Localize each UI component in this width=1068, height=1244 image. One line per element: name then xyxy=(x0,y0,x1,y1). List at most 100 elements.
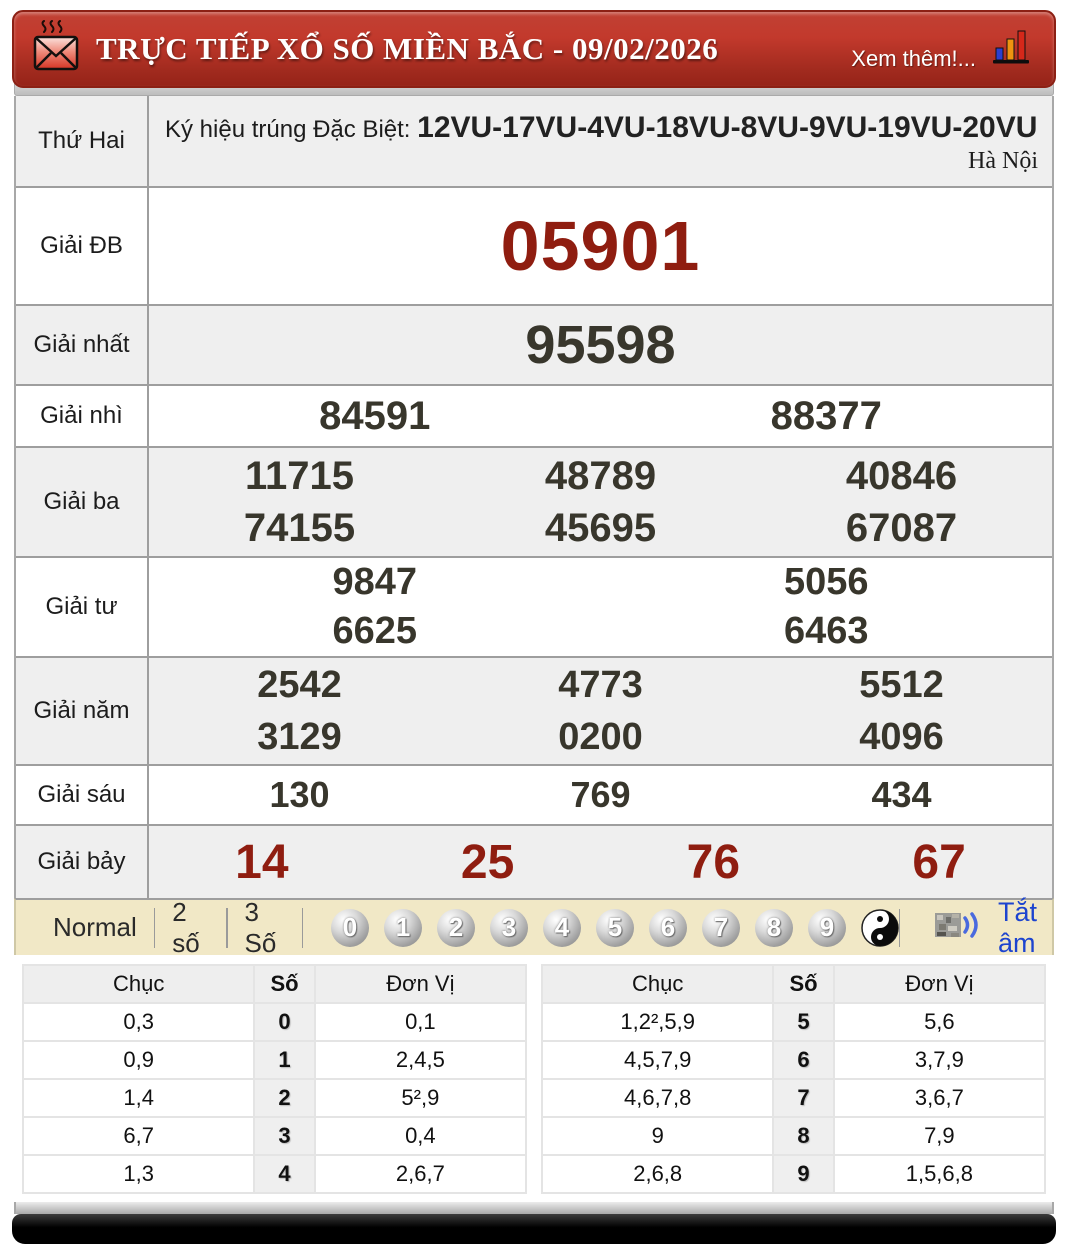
divider xyxy=(899,908,900,947)
stats-table-right: Chục Số Đơn Vị 1,2²,5,9 5 5,6 4,5,7,9 6 … xyxy=(540,964,1047,1194)
mode-2so-button[interactable]: 2 số xyxy=(172,896,200,958)
table-row-third-prize: Giải ba 11715 48789 40846 74155 45695 67… xyxy=(16,446,1052,556)
sign-codes: 12VU-17VU-4VU-18VU-8VU-9VU-19VU-20VU xyxy=(417,111,1038,144)
prize-number: 130 xyxy=(269,774,330,815)
table-row-seventh-prize: Giải bảy 14 25 76 67 xyxy=(16,824,1052,898)
prize-number: 2542 xyxy=(257,664,342,706)
table-row: 1,4 2 5²,9 xyxy=(21,1078,528,1118)
prize-number: 3129 xyxy=(257,716,342,758)
prize-number: 4773 xyxy=(558,664,643,706)
donvi-cell: 5²,9 xyxy=(313,1078,528,1118)
so-cell: 4 xyxy=(253,1154,316,1194)
donvi-cell: 7,9 xyxy=(832,1116,1047,1156)
col-header-so: Số xyxy=(772,964,835,1004)
bar-chart-icon[interactable] xyxy=(990,27,1032,72)
prize-label: Giải nhất xyxy=(16,306,149,384)
col-header-donvi: Đơn Vị xyxy=(832,964,1047,1004)
digit-ball-0[interactable]: 0 xyxy=(331,908,369,947)
prize-number: 48789 xyxy=(544,454,657,498)
donvi-cell: 3,7,9 xyxy=(832,1040,1047,1080)
table-row: 9 8 7,9 xyxy=(540,1116,1047,1156)
donvi-cell: 3,6,7 xyxy=(832,1078,1047,1118)
prize-number: 45695 xyxy=(544,506,657,550)
table-row: 1,2²,5,9 5 5,6 xyxy=(540,1002,1047,1042)
chuc-cell: 9 xyxy=(540,1116,775,1156)
donvi-cell: 0,1 xyxy=(313,1002,528,1042)
region-label: Hà Nội xyxy=(968,147,1038,174)
see-more-link[interactable]: Xem thêm!... xyxy=(851,45,976,71)
stats-header-row: Chục Số Đơn Vị xyxy=(21,964,528,1004)
prize-number: 25 xyxy=(460,835,515,889)
chuc-cell: 1,4 xyxy=(21,1078,256,1118)
prize-label: Giải ĐB xyxy=(16,188,149,304)
chuc-cell: 4,5,7,9 xyxy=(540,1040,775,1080)
prize-number: 76 xyxy=(686,835,741,889)
table-row-special-prize: Giải ĐB 05901 xyxy=(16,186,1052,304)
table-row: 0,3 0 0,1 xyxy=(21,1002,528,1042)
prize-number: 4096 xyxy=(859,716,944,758)
donvi-cell: 2,6,7 xyxy=(313,1154,528,1194)
prize-label: Giải năm xyxy=(16,658,149,764)
divider xyxy=(301,907,303,948)
prize-label: Giải bảy xyxy=(16,826,149,898)
col-header-donvi: Đơn Vị xyxy=(313,964,528,1004)
chuc-cell: 2,6,8 xyxy=(540,1154,775,1194)
digit-ball-6[interactable]: 6 xyxy=(649,908,687,947)
mode-normal-button[interactable]: Normal xyxy=(53,912,137,942)
digit-ball-5[interactable]: 5 xyxy=(596,908,634,947)
mute-button-label[interactable]: Tắt âm xyxy=(997,896,1037,958)
digit-ball-3[interactable]: 3 xyxy=(490,908,528,947)
mute-control[interactable]: Tắt âm xyxy=(899,897,1038,959)
stats-header-row: Chục Số Đơn Vị xyxy=(540,964,1047,1004)
yin-yang-ball-icon[interactable] xyxy=(861,908,899,947)
digit-stats-section: Chục Số Đơn Vị 0,3 0 0,1 0,9 1 2,4,5 1,4… xyxy=(21,964,1047,1194)
digit-ball-4[interactable]: 4 xyxy=(543,908,581,947)
special-sign-cell: Ký hiệu trúng Đặc Biệt: 12VU-17VU-4VU-18… xyxy=(149,96,1052,186)
chuc-cell: 1,2²,5,9 xyxy=(540,1002,775,1042)
sign-label: Ký hiệu trúng Đặc Biệt: xyxy=(165,116,418,143)
table-row: 6,7 3 0,4 xyxy=(21,1116,528,1156)
prize-label: Giải nhì xyxy=(16,386,149,446)
header-bar: TRỰC TIẾP XỔ SỐ MIỀN BẮC - 09/02/2026 Xe… xyxy=(12,10,1056,88)
prize-number: 6625 xyxy=(332,610,418,652)
mode-3so-button[interactable]: 3 Số xyxy=(244,896,277,958)
col-header-chuc: Chục xyxy=(21,964,256,1004)
table-row-fifth-prize: Giải năm 2542 4773 5512 3129 0200 4096 xyxy=(16,656,1052,764)
digit-ball-1[interactable]: 1 xyxy=(384,908,422,947)
digit-ball-8[interactable]: 8 xyxy=(755,908,793,947)
col-header-so: Số xyxy=(253,964,316,1004)
prize-label: Giải ba xyxy=(16,448,149,556)
prize-number: 74155 xyxy=(243,506,356,550)
page-title: TRỰC TIẾP XỔ SỐ MIỀN BẮC - 09/02/2026 xyxy=(96,31,719,66)
table-row: 4,6,7,8 7 3,6,7 xyxy=(540,1078,1047,1118)
col-header-chuc: Chục xyxy=(540,964,775,1004)
so-cell: 8 xyxy=(772,1116,835,1156)
so-cell: 1 xyxy=(253,1040,316,1080)
digit-ball-2[interactable]: 2 xyxy=(437,908,475,947)
so-cell: 7 xyxy=(772,1078,835,1118)
table-row-info: Thứ Hai Ký hiệu trúng Đặc Biệt: 12VU-17V… xyxy=(16,96,1052,186)
prize-number: 95598 xyxy=(525,315,676,375)
donvi-cell: 1,5,6,8 xyxy=(832,1154,1047,1194)
prize-number: 5056 xyxy=(783,561,869,603)
speaker-icon[interactable] xyxy=(934,908,986,947)
table-row-second-prize: Giải nhì 84591 88377 xyxy=(16,384,1052,446)
so-cell: 0 xyxy=(253,1002,316,1042)
chuc-cell: 0,9 xyxy=(21,1040,256,1080)
donvi-cell: 2,4,5 xyxy=(313,1040,528,1080)
digit-ball-9[interactable]: 9 xyxy=(808,908,846,947)
so-cell: 2 xyxy=(253,1078,316,1118)
donvi-cell: 0,4 xyxy=(313,1116,528,1156)
so-cell: 6 xyxy=(772,1040,835,1080)
prize-number: 05901 xyxy=(500,207,701,285)
display-toolbar: Normal 2 số 3 Số 0 1 2 3 4 5 6 7 8 9 xyxy=(14,897,1054,958)
chuc-cell: 1,3 xyxy=(21,1154,256,1194)
prize-number: 6463 xyxy=(783,610,869,652)
results-table: Thứ Hai Ký hiệu trúng Đặc Biệt: 12VU-17V… xyxy=(14,96,1054,898)
envelope-icon xyxy=(32,20,80,78)
prize-number: 40846 xyxy=(845,454,958,498)
divider xyxy=(153,907,156,948)
digit-ball-7[interactable]: 7 xyxy=(702,908,740,947)
table-row-first-prize: Giải nhất 95598 xyxy=(16,304,1052,384)
table-row-fourth-prize: Giải tư 9847 5056 6625 6463 xyxy=(16,556,1052,656)
